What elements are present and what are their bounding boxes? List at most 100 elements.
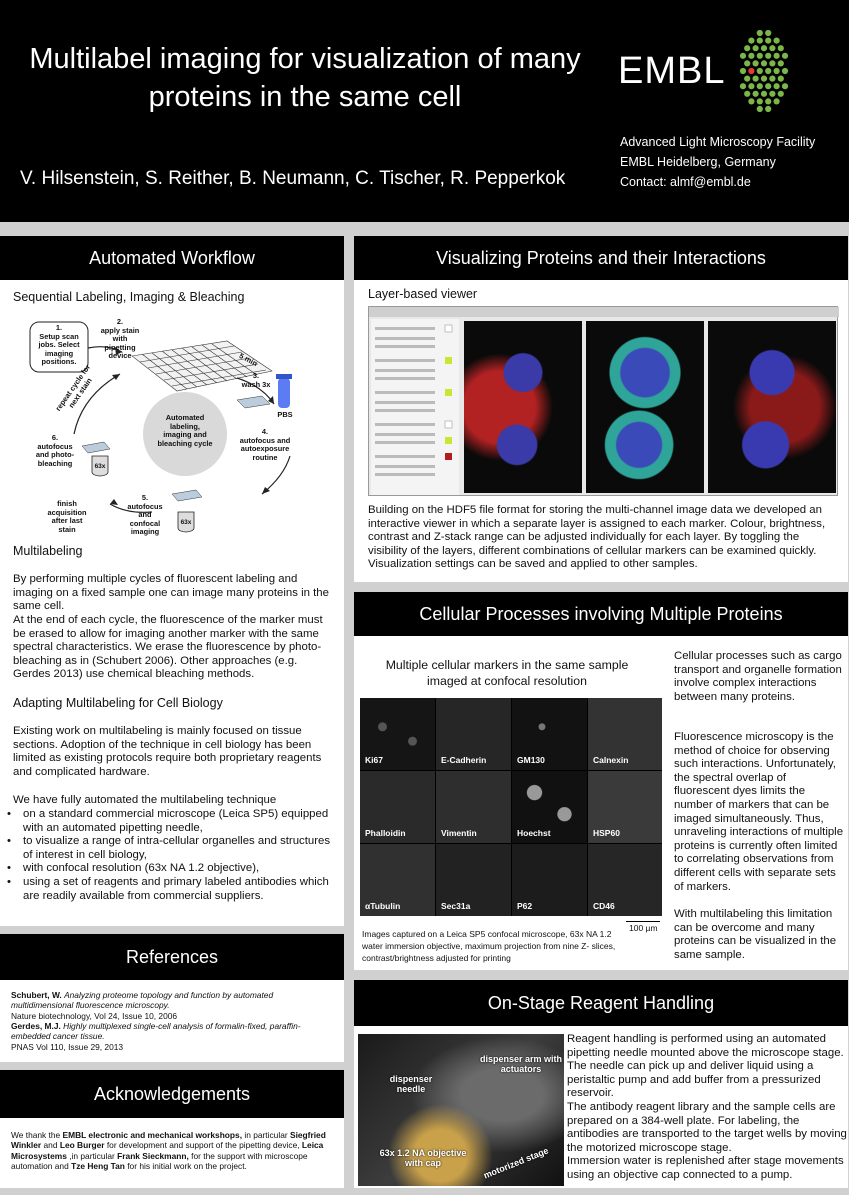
logo-dot (781, 52, 789, 59)
objective-2-label: 63x (180, 519, 192, 526)
photo-label-needle: dispenser needle (389, 1074, 433, 1094)
onstage-panel: On-Stage Reagent Handling dispenser arm … (354, 980, 848, 1188)
marker-label: Phalloidin (365, 828, 406, 838)
logo-dot (765, 98, 772, 105)
onstage-text-3: Immersion water is replenished after sta… (567, 1155, 844, 1181)
grid-heading: Multiple cellular markers in the same sa… (385, 658, 629, 688)
logo-dot (756, 98, 763, 105)
marker-label: Calnexin (593, 755, 629, 765)
acknowledgements-text: We thank the EMBL electronic and mechani… (11, 1130, 337, 1172)
scale-bar-label: 100 µm (629, 923, 658, 933)
ref-1-author: Schubert, W. (11, 990, 62, 1000)
embl-logo-text: EMBL (618, 50, 726, 92)
step-1-box (29, 321, 89, 373)
logo-dot (773, 67, 780, 75)
photo-label-arm: dispenser arm with actuators (479, 1054, 563, 1074)
logo-dot (765, 52, 772, 59)
logo-dot (765, 37, 772, 44)
logo-dot (765, 83, 772, 90)
grid-caption: Images captured on a Leica SP5 confocal … (362, 929, 616, 963)
marker-label: E-Cadherin (441, 755, 487, 765)
authors: V. Hilsenstein, S. Reither, B. Neumann, … (20, 168, 566, 189)
marker-label: GM130 (517, 755, 545, 765)
marker-label: CD46 (593, 901, 615, 911)
arrow-heads (110, 347, 274, 505)
cycle-center-circle (143, 392, 227, 476)
marker-tile: Vimentin (436, 771, 511, 843)
cellular-panel: Cellular Processes involving Multiple Pr… (354, 592, 848, 970)
marker-label: Hoechst (517, 828, 551, 838)
logo-dot (773, 83, 780, 90)
marker-tile: E-Cadherin (436, 698, 511, 770)
logo-dot (773, 52, 780, 59)
logo-dot (769, 45, 776, 52)
ack-text: ,in particular (66, 1150, 118, 1161)
acknowledgements-panel: Acknowledgements We thank the EMBL elect… (0, 1070, 344, 1188)
finish-label: finish acquisition after last stain (47, 499, 87, 534)
step-3-label: 3. wash 3x (241, 371, 271, 389)
ack-text: for his initial work on the project. (124, 1161, 247, 1172)
embl-logo-icon (739, 29, 789, 113)
marker-tile: P62 (512, 844, 587, 916)
marker-tile: αTubulin (360, 844, 435, 916)
multilabeling-heading: Multilabeling (13, 544, 83, 558)
viewer-image-1 (464, 321, 582, 493)
reagent-handling-photo: dispenser arm with actuators dispenser n… (358, 1034, 564, 1186)
logo-dot (769, 75, 776, 82)
step-5-label: 5. autofocus and confocal imaging (127, 493, 163, 537)
logo-dot (756, 105, 763, 113)
multilabeling-text-1: By performing multiple cycles of fluores… (13, 573, 329, 613)
viewer-subtitle: Layer-based viewer (368, 287, 478, 301)
marker-grid: Ki67 E-Cadherin GM130 Calnexin Phalloidi… (360, 698, 662, 916)
objective-1-label: 63x (94, 463, 106, 470)
marker-tile: Hoechst (512, 771, 587, 843)
ref-2-journal: PNAS Vol 110, Issue 29, 2013 (11, 1041, 124, 1052)
bullet-item: to visualize a range of intra-cellular o… (5, 835, 335, 862)
pbs-tube (278, 378, 290, 408)
logo-dot (773, 98, 780, 105)
affiliation-line: EMBL Heidelberg, Germany (620, 155, 776, 169)
marker-label: Sec31a (441, 901, 471, 911)
workflow-heading: Automated Workflow (0, 236, 344, 280)
reference-2: Gerdes, M.J. Highly multiplexed single-c… (11, 1021, 335, 1052)
logo-dot (760, 45, 768, 52)
logo-dot (756, 29, 763, 37)
bullet-item: on a standard commercial microscope (Lei… (5, 808, 335, 835)
reference-1: Schubert, W. Analyzing proteome topology… (11, 990, 335, 1021)
ack-text: in particular (242, 1130, 290, 1140)
workflow-panel: Automated Workflow Sequential Labeling, … (0, 236, 344, 926)
scale-bar (626, 921, 660, 922)
onstage-heading: On-Stage Reagent Handling (354, 980, 848, 1026)
step-2-label: 2. apply stain with pipetting device (100, 317, 140, 361)
logo-dot (769, 90, 776, 97)
workflow-subtitle: Sequential Labeling, Imaging & Bleaching (13, 290, 245, 304)
step-6-label: 6. autofocus and photo- bleaching (35, 433, 75, 468)
ack-bold: Leo Burger (59, 1140, 105, 1151)
logo-dot (739, 67, 747, 75)
ack-bold: EMBL electronic and mechanical workshops… (62, 1130, 243, 1140)
ref-1-title: Analyzing proteome topology and function… (11, 990, 274, 1011)
ack-bold: Tze Heng Tan (71, 1161, 125, 1172)
ack-text: for development and support of the pipet… (104, 1140, 302, 1151)
small-plates (81, 395, 271, 502)
references-heading: References (0, 934, 344, 980)
bullet-item: with confocal resolution (63x NA 1.2 obj… (5, 862, 335, 876)
logo-dot (748, 37, 755, 44)
viewer-layer-controls (371, 319, 459, 495)
ref-2-title: Highly multiplexed single-cell analysis … (11, 1021, 301, 1042)
objective-2 (177, 511, 195, 533)
logo-dot (756, 52, 763, 59)
logo-dot (752, 45, 759, 52)
references-panel: References Schubert, W. Analyzing proteo… (0, 934, 344, 1062)
affiliation-line: Advanced Light Microscopy Facility (620, 135, 816, 149)
ack-text: and (41, 1140, 60, 1151)
logo-dot (765, 29, 772, 37)
affiliation: Advanced Light Microscopy Facility EMBL … (620, 132, 815, 192)
workflow-diagram: 1. Setup scan jobs. Select imaging posit… (22, 316, 322, 546)
logo-dot (744, 75, 751, 82)
well-plate-grid (131, 340, 273, 392)
marker-tile: CD46 (588, 844, 662, 916)
pbs-label: PBS (277, 410, 293, 419)
cellular-heading: Cellular Processes involving Multiple Pr… (354, 592, 848, 636)
cellular-text-2: Fluorescence microscopy is the method of… (674, 731, 844, 893)
